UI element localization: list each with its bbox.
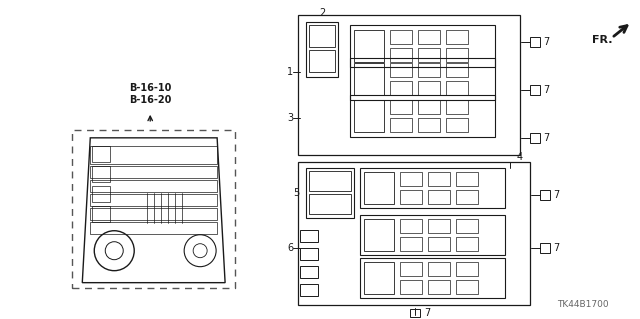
- Bar: [90, 222, 217, 234]
- Bar: [309, 25, 335, 47]
- Bar: [428, 172, 450, 186]
- Bar: [418, 63, 440, 77]
- Bar: [446, 100, 468, 114]
- Bar: [400, 172, 422, 186]
- Bar: [364, 172, 394, 204]
- Bar: [456, 237, 478, 251]
- Bar: [456, 172, 478, 186]
- Text: 6: 6: [287, 243, 293, 253]
- Text: 7: 7: [554, 190, 560, 200]
- Bar: [530, 37, 540, 47]
- Bar: [350, 95, 495, 137]
- Bar: [418, 30, 440, 44]
- Bar: [418, 100, 440, 114]
- Bar: [300, 248, 318, 260]
- Bar: [390, 48, 412, 62]
- Bar: [530, 133, 540, 143]
- Bar: [390, 100, 412, 114]
- Bar: [92, 166, 110, 182]
- Text: FR.: FR.: [593, 35, 613, 45]
- Bar: [90, 194, 217, 206]
- Bar: [540, 190, 550, 200]
- Bar: [400, 219, 422, 233]
- Bar: [354, 100, 384, 132]
- Bar: [456, 280, 478, 294]
- Bar: [418, 81, 440, 95]
- Bar: [390, 63, 412, 77]
- Bar: [456, 262, 478, 276]
- Text: 7: 7: [543, 85, 550, 95]
- Bar: [306, 168, 354, 218]
- Bar: [418, 48, 440, 62]
- Text: 1: 1: [287, 67, 293, 77]
- Bar: [428, 219, 450, 233]
- Bar: [456, 190, 478, 204]
- Bar: [400, 190, 422, 204]
- Bar: [354, 30, 384, 62]
- Bar: [92, 206, 110, 222]
- Bar: [90, 180, 217, 192]
- Text: 7: 7: [543, 133, 550, 143]
- Bar: [90, 166, 217, 178]
- Bar: [400, 237, 422, 251]
- Bar: [72, 130, 235, 288]
- Bar: [400, 262, 422, 276]
- Bar: [364, 262, 394, 294]
- Text: B-16-10: B-16-10: [129, 83, 172, 93]
- Bar: [90, 208, 217, 220]
- Bar: [300, 266, 318, 278]
- Bar: [428, 237, 450, 251]
- Text: 7: 7: [554, 243, 560, 253]
- Bar: [354, 63, 384, 95]
- Bar: [446, 30, 468, 44]
- Bar: [90, 146, 217, 164]
- Bar: [446, 118, 468, 132]
- Text: TK44B1700: TK44B1700: [557, 300, 609, 309]
- Bar: [300, 230, 318, 242]
- Bar: [360, 215, 505, 255]
- Bar: [360, 258, 505, 298]
- Bar: [300, 284, 318, 296]
- Bar: [350, 58, 495, 100]
- Bar: [428, 280, 450, 294]
- Bar: [92, 186, 110, 202]
- Bar: [390, 30, 412, 44]
- Text: 3: 3: [287, 113, 293, 123]
- Text: 7: 7: [424, 308, 430, 318]
- Bar: [390, 118, 412, 132]
- Bar: [456, 219, 478, 233]
- Bar: [428, 262, 450, 276]
- Bar: [309, 50, 335, 72]
- Text: B-16-20: B-16-20: [129, 95, 172, 105]
- Bar: [446, 48, 468, 62]
- Text: 4: 4: [516, 152, 523, 162]
- Text: 2: 2: [319, 8, 325, 18]
- Bar: [92, 146, 110, 162]
- Bar: [530, 85, 540, 95]
- Bar: [446, 63, 468, 77]
- Bar: [350, 25, 495, 67]
- Bar: [306, 22, 338, 77]
- Bar: [446, 81, 468, 95]
- Bar: [309, 194, 351, 214]
- Bar: [309, 171, 351, 191]
- Bar: [540, 243, 550, 253]
- Bar: [410, 308, 420, 317]
- Text: 7: 7: [543, 37, 550, 47]
- Bar: [390, 81, 412, 95]
- Bar: [360, 168, 505, 208]
- Bar: [418, 118, 440, 132]
- Text: 5: 5: [293, 188, 299, 198]
- Bar: [364, 219, 394, 251]
- Bar: [428, 190, 450, 204]
- Bar: [400, 280, 422, 294]
